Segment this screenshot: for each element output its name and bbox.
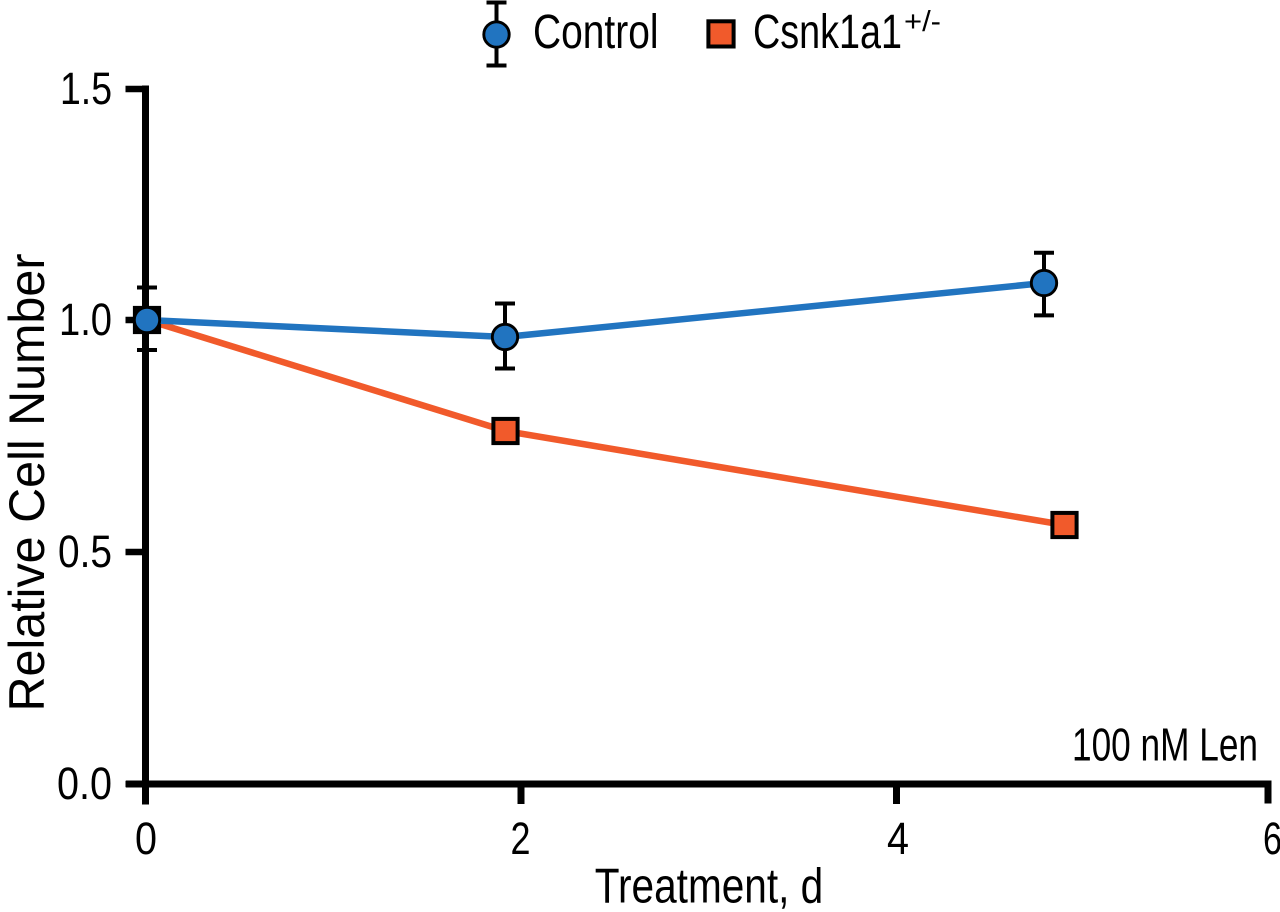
svg-text:0: 0 bbox=[135, 813, 157, 864]
svg-text:100 nM Len: 100 nM Len bbox=[1072, 719, 1258, 771]
svg-text:1.0: 1.0 bbox=[59, 294, 112, 345]
svg-text:Control: Control bbox=[533, 6, 659, 59]
svg-text:Treatment, d: Treatment, d bbox=[595, 860, 824, 912]
svg-text:0.0: 0.0 bbox=[57, 758, 112, 809]
svg-text:4: 4 bbox=[887, 813, 909, 864]
svg-text:2: 2 bbox=[511, 813, 531, 864]
svg-text:+/-: +/- bbox=[904, 6, 941, 38]
svg-text:6: 6 bbox=[1263, 813, 1280, 864]
svg-text:1.5: 1.5 bbox=[60, 63, 112, 114]
svg-text:Csnk1a1: Csnk1a1 bbox=[753, 6, 902, 59]
svg-text:Relative Cell Number: Relative Cell Number bbox=[0, 254, 55, 712]
svg-text:0.5: 0.5 bbox=[58, 526, 112, 577]
